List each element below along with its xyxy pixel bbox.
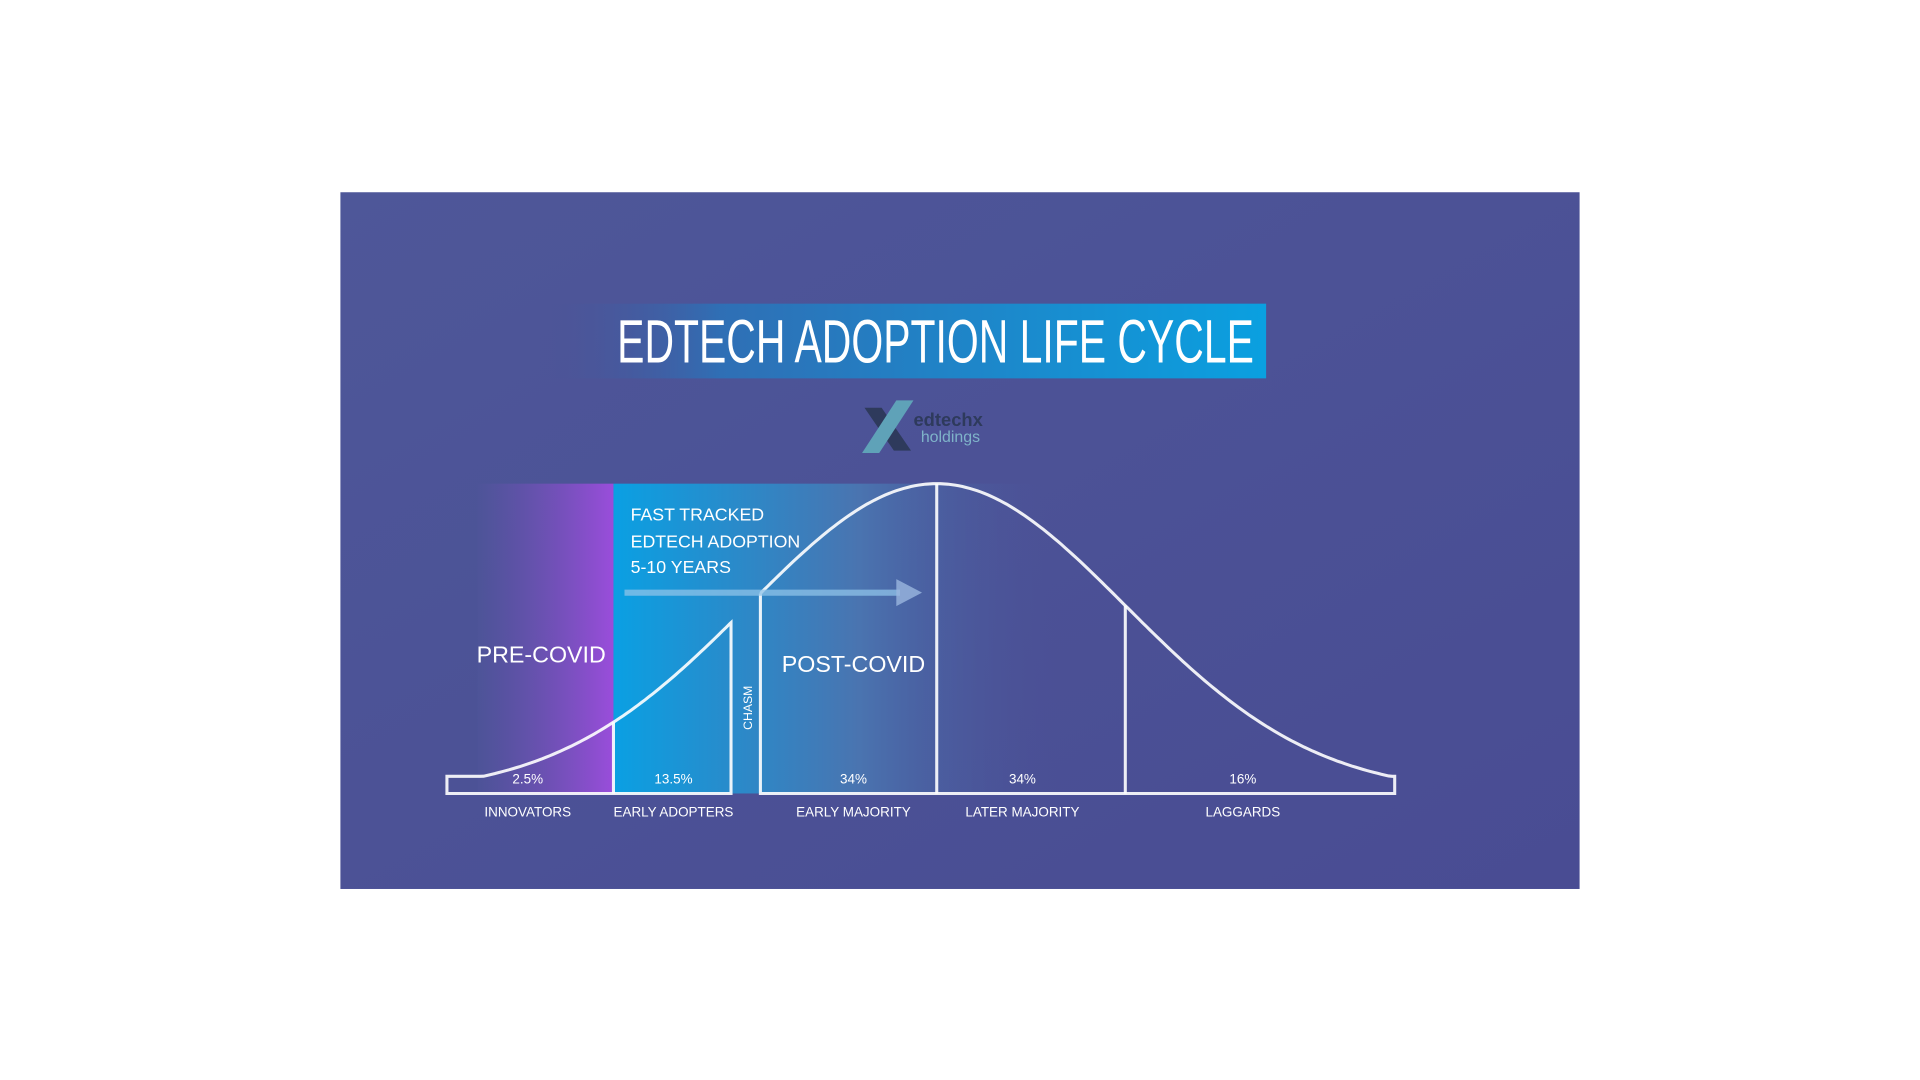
segment-label: LATER MAJORITY bbox=[965, 805, 1079, 820]
curve-pre-chasm bbox=[445, 619, 733, 795]
segment-percent: 2.5% bbox=[512, 772, 543, 787]
annotation-line-1: FAST TRACKED bbox=[631, 504, 765, 524]
title-band bbox=[538, 303, 1267, 379]
segment-percent: 34% bbox=[1009, 772, 1036, 787]
logo-line1: edtechx bbox=[913, 409, 983, 430]
annotation-line-3: 5-10 YEARS bbox=[631, 557, 731, 577]
segment-percent: 13.5% bbox=[654, 772, 692, 787]
pre-covid-band bbox=[477, 483, 614, 794]
page-title: EDTECH ADOPTION LIFE CYCLE bbox=[617, 307, 1254, 375]
edtechx-logo: edtechx holdings bbox=[862, 400, 984, 454]
segment-label: EARLY ADOPTERS bbox=[614, 805, 734, 820]
bell-curve bbox=[445, 482, 1397, 795]
chasm-label: CHASM bbox=[741, 686, 755, 730]
logo-x-light bbox=[862, 400, 914, 454]
segment-label: LAGGARDS bbox=[1205, 805, 1280, 820]
arrow-right-icon bbox=[896, 579, 923, 607]
post-covid-label: POST-COVID bbox=[782, 651, 925, 677]
post-covid-band bbox=[613, 483, 1061, 794]
segment-percent: 34% bbox=[840, 772, 867, 787]
fast-tracked-annotation: FAST TRACKED EDTECH ADOPTION 5-10 YEARS bbox=[624, 504, 923, 607]
segment-label: EARLY MAJORITY bbox=[796, 805, 911, 820]
annotation-line-2: EDTECH ADOPTION bbox=[631, 531, 801, 551]
segment-percent: 16% bbox=[1229, 772, 1256, 787]
segment-label: INNOVATORS bbox=[484, 805, 571, 820]
curve-post-chasm bbox=[758, 482, 1397, 795]
pre-covid-label: PRE-COVID bbox=[477, 641, 606, 667]
logo-line2: holdings bbox=[921, 429, 980, 446]
